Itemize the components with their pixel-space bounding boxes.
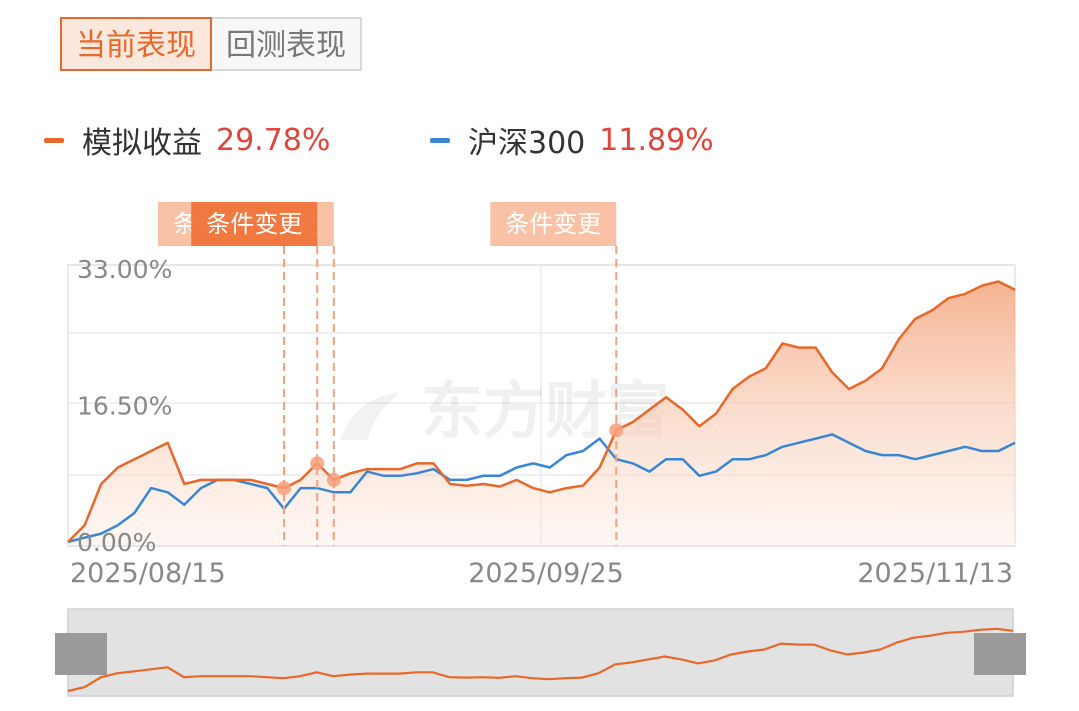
tab-backtest-performance[interactable]: 回测表现 xyxy=(212,17,362,71)
legend-value-simulated: 29.78% xyxy=(216,122,331,158)
legend-item-csi300[interactable]: 沪深300 11.89% xyxy=(430,118,714,162)
performance-tabs: 当前表现 回测表现 xyxy=(60,17,362,71)
y-tick-label-0: 33.00% xyxy=(77,255,172,284)
flag-box-1 xyxy=(191,202,318,246)
series-line-simulated xyxy=(67,280,1016,543)
watermark-logo-icon xyxy=(340,392,400,440)
x-tick-label-0: 2025/08/15 xyxy=(70,558,226,589)
legend-value-csi300: 11.89% xyxy=(599,122,714,158)
marker-point-2 xyxy=(326,472,341,487)
tab-current-performance[interactable]: 当前表现 xyxy=(60,17,212,71)
legend-swatch-simulated xyxy=(44,137,64,143)
condition-change-flag-1: 条件变更 xyxy=(191,202,318,246)
flag-box-3 xyxy=(490,202,617,246)
legend-label-csi300: 沪深300 xyxy=(468,126,586,161)
range-navigator xyxy=(55,608,1026,697)
chart-panel xyxy=(20,0,1059,711)
condition-change-flag-3: 条件变更 xyxy=(490,202,617,246)
y-tick-label-2: 0.00% xyxy=(77,528,156,557)
flag-label-1: 条件变更 xyxy=(206,210,302,238)
simulated-area-fill xyxy=(68,281,1015,546)
marker-point-3 xyxy=(609,423,624,438)
marker-point-1 xyxy=(310,456,325,471)
navigator-handle-right[interactable] xyxy=(974,633,1026,675)
navigator-handle-left[interactable] xyxy=(55,633,107,675)
legend-swatch-csi300 xyxy=(430,137,450,143)
flag-label-3: 条件变更 xyxy=(505,210,601,238)
legend-label-simulated: 模拟收益 xyxy=(82,126,202,161)
x-tick-label-1: 2025/09/25 xyxy=(468,558,624,589)
navigator-series-line xyxy=(67,627,1014,693)
legend-item-simulated-return[interactable]: 模拟收益 29.78% xyxy=(44,118,330,162)
marker-point-0 xyxy=(276,481,291,496)
y-tick-label-1: 16.50% xyxy=(77,392,172,421)
x-tick-label-2: 2025/11/13 xyxy=(857,558,1013,589)
navigator-background xyxy=(67,608,1014,697)
